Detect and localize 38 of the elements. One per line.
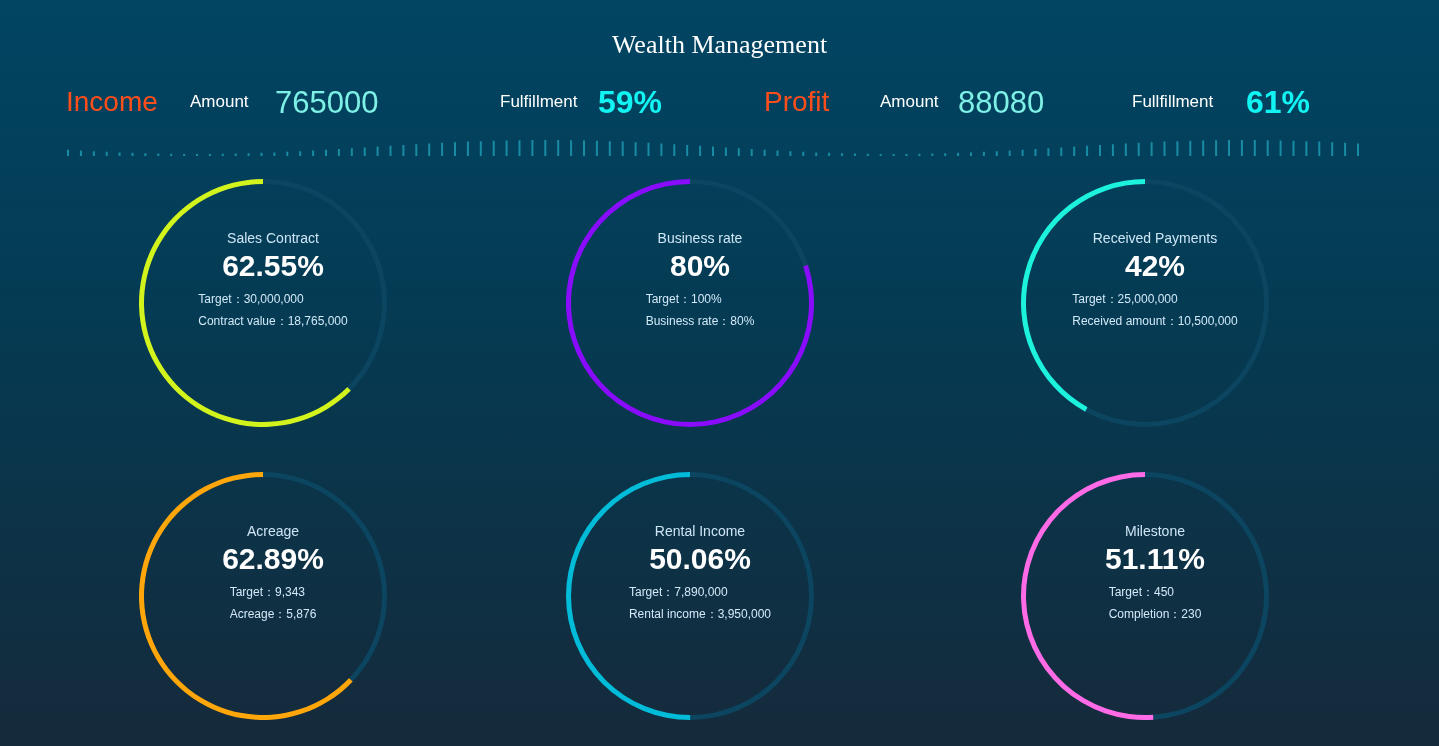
text: Target：9,343 bbox=[229, 585, 306, 599]
donut-slice bbox=[139, 472, 353, 720]
text: 62.89% bbox=[222, 542, 324, 575]
text: 62.55% bbox=[222, 249, 324, 282]
text: Acreage bbox=[246, 523, 300, 539]
text: Target：30,000,000 bbox=[198, 292, 304, 306]
text: Profit bbox=[764, 86, 830, 117]
text: Income bbox=[66, 86, 158, 117]
text: Target：25,000,000 bbox=[1072, 292, 1178, 306]
text: Business rate bbox=[657, 230, 743, 246]
donut-slice bbox=[139, 179, 351, 427]
text: Target：450 bbox=[1108, 585, 1175, 599]
text: 80% bbox=[669, 249, 731, 282]
text: Rental Income bbox=[654, 523, 746, 539]
text: Business rate：80% bbox=[645, 314, 755, 328]
text: 51.11% bbox=[1104, 542, 1206, 575]
text: 765000 bbox=[275, 84, 379, 120]
text: 42% bbox=[1124, 249, 1186, 282]
text: Target：100% bbox=[645, 292, 722, 306]
text: 61% bbox=[1246, 84, 1311, 120]
text: Fullfillment bbox=[1132, 92, 1214, 111]
text: Sales Contract bbox=[227, 230, 319, 246]
text: Completion：230 bbox=[1108, 607, 1202, 621]
text: Received amount：10,500,000 bbox=[1072, 314, 1238, 328]
text: Received Payments bbox=[1092, 230, 1218, 246]
text: Acreage：5,876 bbox=[229, 607, 317, 621]
text: Fulfillment bbox=[500, 92, 578, 111]
text: Target：7,890,000 bbox=[628, 585, 728, 599]
donut-slice bbox=[566, 179, 814, 427]
text: 50.06% bbox=[649, 542, 751, 575]
text: Rental income：3,950,000 bbox=[628, 607, 772, 621]
text: Contract value：18,765,000 bbox=[198, 314, 348, 328]
text: Milestone bbox=[1125, 523, 1185, 539]
text: 88080 bbox=[958, 84, 1045, 120]
text: 59% bbox=[598, 84, 663, 120]
text: Amount bbox=[880, 92, 939, 111]
text: Wealth Management bbox=[611, 30, 828, 59]
text: Amount bbox=[190, 92, 249, 111]
